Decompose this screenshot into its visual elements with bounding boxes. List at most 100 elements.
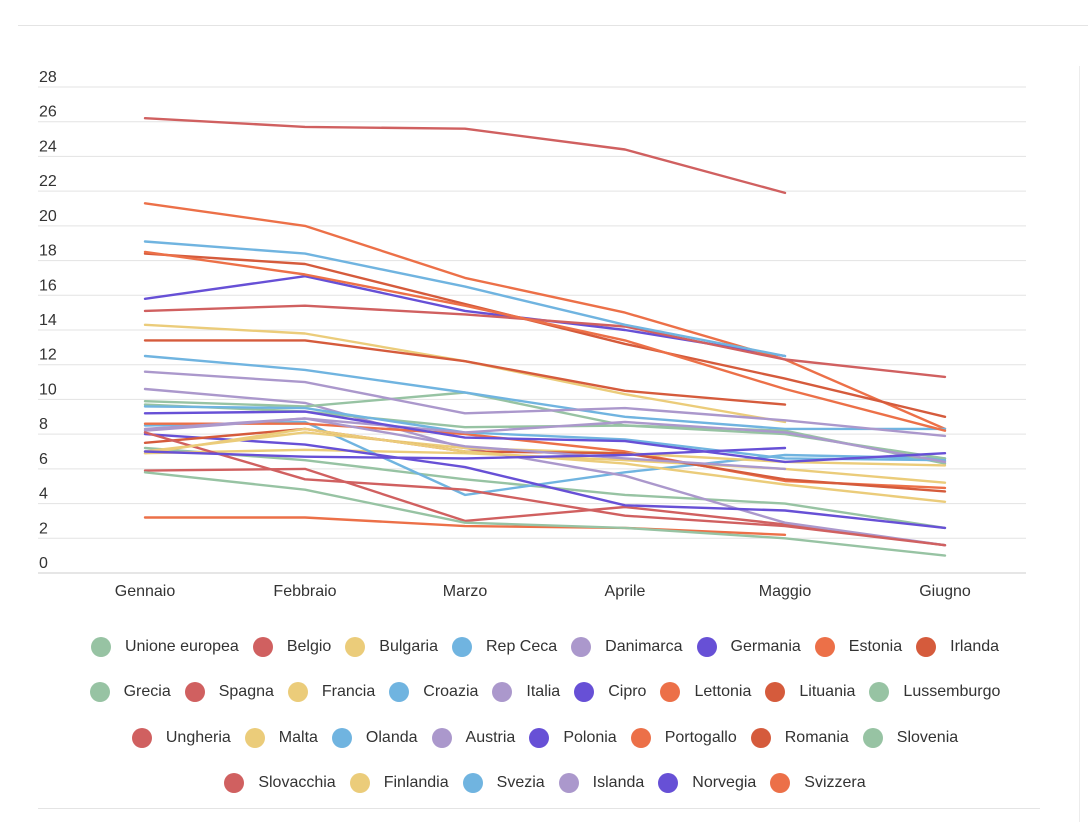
legend-label: Grecia [123,683,171,701]
legend-item-svezia[interactable]: Svezia [462,773,545,794]
legend-swatch-icon [224,773,245,794]
series-line-lituania[interactable] [143,339,787,406]
legend-item-finlandia[interactable]: Finlandia [349,773,449,794]
legend-label: Malta [278,728,318,746]
legend-swatch-icon [869,682,890,703]
legend-label: Francia [321,683,376,701]
legend-swatch-icon [770,773,791,794]
legend-label: Lettonia [694,683,752,701]
legend-swatch-icon [345,636,366,657]
legend-item-svizzera[interactable]: Svizzera [770,773,866,794]
legend-swatch-icon [131,727,152,748]
legend-item-rep-ceca[interactable]: Rep Ceca [452,636,557,657]
legend-label: Slovacchia [258,774,336,792]
legend-label: Slovenia [896,728,959,746]
legend-item-belgio[interactable]: Belgio [252,636,331,657]
x-tick-label: Gennaio [115,583,176,600]
series-line-ungheria[interactable] [143,304,947,379]
legend-item-portogallo[interactable]: Portogallo [630,727,737,748]
legend-label: Croazia [423,683,479,701]
y-tick-label: 10 [39,381,57,398]
legend-label: Irlanda [950,637,1000,655]
legend-item-polonia[interactable]: Polonia [529,727,617,748]
legend-swatch-icon [814,636,835,657]
legend-swatch-icon [89,682,110,703]
legend-item-danimarca[interactable]: Danimarca [571,636,683,657]
legend-item-olanda[interactable]: Olanda [331,727,418,748]
legend-label: Unione europea [124,637,239,655]
y-tick-label: 20 [39,208,57,225]
series-line-svezia[interactable] [143,240,787,358]
y-tick-label: 16 [39,277,57,294]
right-divider [1079,66,1080,822]
series-line-spagna[interactable] [143,116,787,195]
legend-item-ungheria[interactable]: Ungheria [131,727,231,748]
series-line-germania[interactable] [143,275,787,358]
legend-label: Romania [784,728,849,746]
legend-swatch-icon [660,682,681,703]
legend-swatch-icon [696,636,717,657]
legend-item-germania[interactable]: Germania [696,636,801,657]
legend-item-austria[interactable]: Austria [431,727,516,748]
legend-swatch-icon [574,682,595,703]
series-line-polonia[interactable] [143,410,947,464]
legend-item-lituania[interactable]: Lituania [765,682,856,703]
legend-item-malta[interactable]: Malta [244,727,318,748]
series-line-olanda[interactable] [143,405,947,462]
legend-swatch-icon [244,727,265,748]
legend-item-bulgaria[interactable]: Bulgaria [345,636,438,657]
legend-label: Lituania [799,683,856,701]
series-line-svizzera[interactable] [143,250,947,432]
legend-item-spagna[interactable]: Spagna [184,682,274,703]
legend-swatch-icon [389,682,410,703]
legend-item-grecia[interactable]: Grecia [89,682,171,703]
series-line-cipro[interactable] [143,432,947,530]
series-line-belgio[interactable] [143,467,947,547]
bottom-divider [38,808,1040,809]
legend-item-lussemburgo[interactable]: Lussemburgo [869,682,1000,703]
y-tick-label: 28 [39,69,57,86]
series-line-danimarca[interactable] [143,387,947,547]
legend-swatch-icon [916,636,937,657]
series-line-slovacchia[interactable] [143,431,947,547]
series-line-italia[interactable] [143,370,947,438]
legend-swatch-icon [431,727,452,748]
legend-swatch-icon [90,636,111,657]
legend-swatch-icon [331,727,352,748]
legend-label: Italia [526,683,561,701]
series-line-islanda[interactable] [143,417,787,471]
legend-item-slovenia[interactable]: Slovenia [862,727,959,748]
x-tick-label: Giugno [919,583,971,600]
legend-item-irlanda[interactable]: Irlanda [916,636,1000,657]
legend-item-unione-europea[interactable]: Unione europea [90,636,239,657]
legend-swatch-icon [184,682,205,703]
legend-label: Austria [465,728,516,746]
series-line-norvegia[interactable] [143,446,787,460]
series-line-estonia[interactable] [143,202,947,431]
legend-swatch-icon [765,682,786,703]
legend-item-italia[interactable]: Italia [492,682,561,703]
legend-label: Islanda [592,774,645,792]
legend-item-lettonia[interactable]: Lettonia [660,682,752,703]
legend-item-romania[interactable]: Romania [750,727,849,748]
legend-label: Olanda [365,728,418,746]
series-lines [143,116,947,557]
legend-label: Spagna [218,683,274,701]
legend-swatch-icon [750,727,771,748]
legend-item-norvegia[interactable]: Norvegia [658,773,756,794]
legend-item-estonia[interactable]: Estonia [814,636,902,657]
series-line-malta[interactable] [143,431,947,467]
legend-item-slovacchia[interactable]: Slovacchia [224,773,336,794]
y-tick-label: 4 [39,486,48,503]
legend-item-croazia[interactable]: Croazia [389,682,479,703]
series-line-slovenia[interactable] [143,471,947,557]
legend-item-cipro[interactable]: Cipro [574,682,646,703]
legend-item-francia[interactable]: Francia [287,682,376,703]
legend-label: Svezia [496,774,545,792]
y-tick-label: 26 [39,104,57,121]
legend-swatch-icon [529,727,550,748]
series-line-croazia[interactable] [143,354,947,431]
legend-item-islanda[interactable]: Islanda [558,773,645,794]
series-line-irlanda[interactable] [143,252,947,418]
